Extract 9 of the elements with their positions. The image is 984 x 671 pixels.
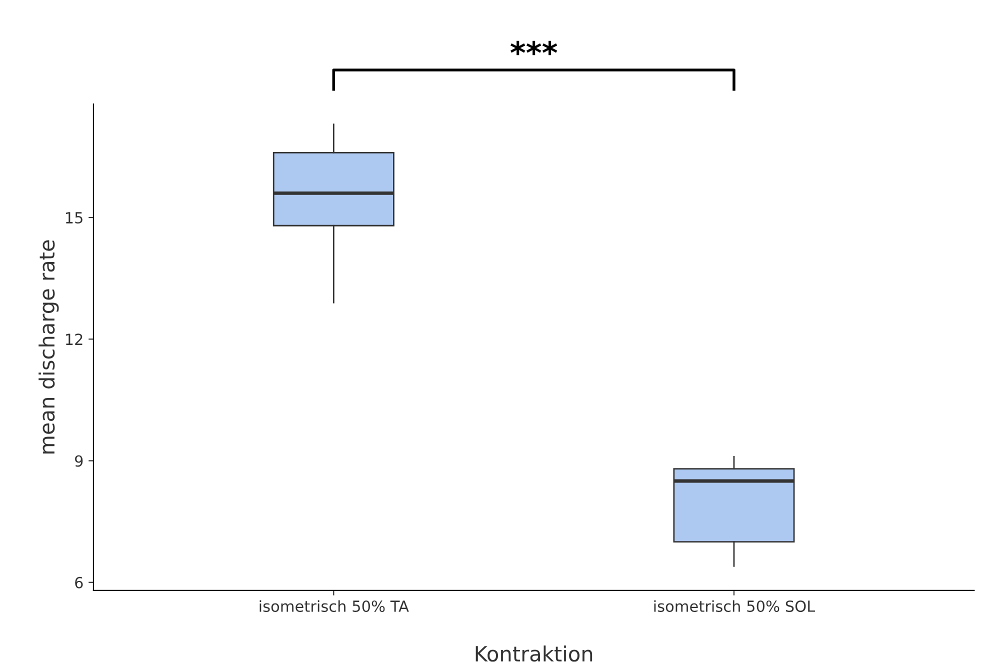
y-tick-label: 12 bbox=[66, 334, 82, 345]
x-axis-title: Kontraktion bbox=[476, 646, 592, 662]
y-tick-label: 9 bbox=[75, 455, 83, 467]
y-tick-label: 6 bbox=[75, 576, 83, 588]
text: *** bbox=[510, 40, 558, 56]
x-tick-label: isometrisch 50% SOL bbox=[654, 600, 816, 612]
y-axis-title: mean discharge rate bbox=[38, 240, 59, 454]
x-tick-label: isometrisch 50% TA bbox=[260, 600, 409, 612]
y-tick-label: 15 bbox=[66, 212, 82, 224]
